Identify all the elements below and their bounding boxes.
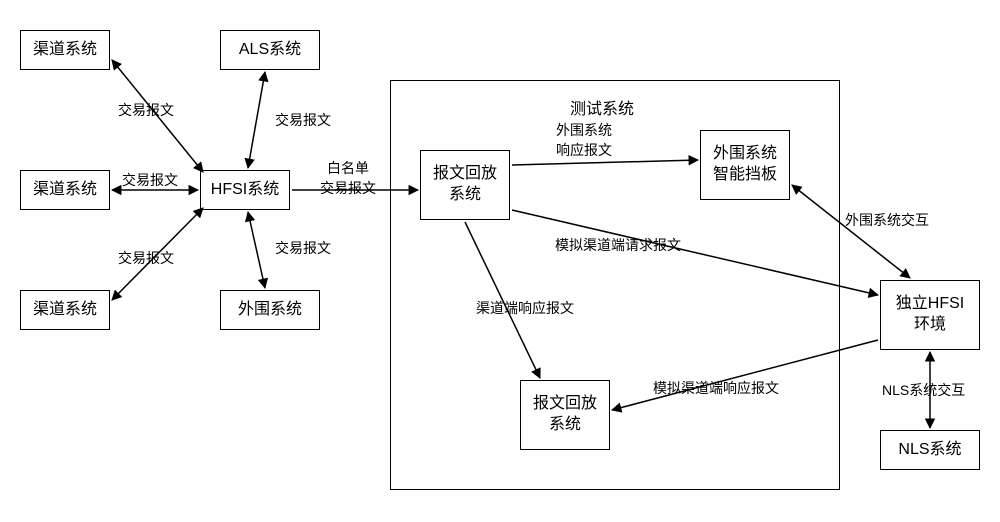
node-label: NLS系统	[898, 440, 961, 461]
edge-label: 外围系统交互	[845, 210, 929, 230]
edge-label: 交易报文	[275, 238, 331, 258]
node-label: HFSI系统	[211, 180, 279, 201]
node-label: 渠道系统	[33, 40, 97, 61]
edge-label: NLS系统交互	[882, 380, 965, 400]
node-peripheral-system: 外围系统	[220, 290, 320, 330]
node-replay-system-2: 报文回放 系统	[520, 380, 610, 450]
edge-label: 交易报文	[122, 170, 178, 190]
edge-label: 交易报文	[118, 100, 174, 120]
node-als-system: ALS系统	[220, 30, 320, 70]
node-label: 渠道系统	[33, 300, 97, 321]
node-channel-system-1: 渠道系统	[20, 30, 110, 70]
edge-label: 外围系统 响应报文	[556, 120, 612, 160]
node-label: 外围系统 智能挡板	[713, 144, 777, 186]
edge-label: 模拟渠道端请求报文	[555, 235, 681, 255]
edge-label: 交易报文	[275, 110, 331, 130]
node-label: 外围系统	[238, 300, 302, 321]
node-label: 渠道系统	[33, 180, 97, 201]
node-label: 报文回放 系统	[433, 164, 497, 206]
node-label: 独立HFSI 环境	[896, 294, 964, 336]
edge-label: 模拟渠道端响应报文	[653, 378, 779, 398]
node-channel-system-3: 渠道系统	[20, 290, 110, 330]
node-label: 报文回放 系统	[533, 394, 597, 436]
node-label: ALS系统	[239, 40, 301, 61]
edge-label: 白名单 交易报文	[320, 158, 376, 198]
edge-label: 渠道端响应报文	[476, 298, 574, 318]
node-channel-system-2: 渠道系统	[20, 170, 110, 210]
test-system-title: 测试系统	[570, 95, 634, 119]
node-independent-hfsi: 独立HFSI 环境	[880, 280, 980, 350]
node-peripheral-mock: 外围系统 智能挡板	[700, 130, 790, 200]
node-replay-system-1: 报文回放 系统	[420, 150, 510, 220]
node-nls-system: NLS系统	[880, 430, 980, 470]
node-hfsi-system: HFSI系统	[200, 170, 290, 210]
edge-label: 交易报文	[118, 248, 174, 268]
